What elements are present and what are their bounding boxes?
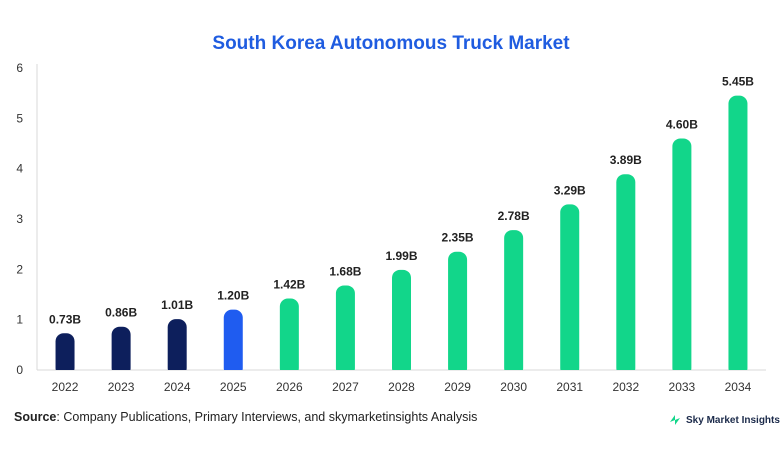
bar-series (55, 95, 748, 370)
brand-logo: Sky Market Insights (668, 413, 780, 427)
x-tick-label: 2023 (108, 380, 135, 394)
data-labels: 0.73B 0.86B 1.01B 1.20B 1.42B 1.68B 1.99B 2.35B… (49, 75, 754, 327)
bar-2025 (223, 309, 243, 370)
bar-2033 (672, 138, 692, 370)
source-label: Source (14, 410, 57, 424)
x-tick-label: 2031 (556, 380, 583, 394)
x-tick-label: 2025 (220, 380, 247, 394)
x-tick-label: 2026 (276, 380, 303, 394)
data-label-2031: 3.29B (554, 183, 586, 197)
bar-2027 (335, 285, 355, 370)
data-label-2025: 1.20B (217, 289, 249, 303)
y-tick-label: 6 (16, 61, 23, 75)
data-label-2027: 1.68B (329, 264, 361, 278)
y-tick-label: 5 (16, 111, 23, 125)
data-label-2022: 0.73B (49, 312, 81, 326)
source-text: : Company Publications, Primary Intervie… (56, 410, 478, 424)
x-tick-label: 2029 (444, 380, 471, 394)
x-tick-label: 2030 (500, 380, 527, 394)
y-tick-label: 0 (16, 363, 23, 377)
data-label-2032: 3.89B (610, 153, 642, 167)
bar-2032 (616, 174, 636, 370)
y-tick-label: 1 (16, 313, 23, 327)
brand-logo-icon (670, 415, 680, 425)
bar-2030 (504, 230, 524, 370)
x-tick-label: 2028 (388, 380, 415, 394)
data-label-2026: 1.42B (273, 278, 305, 292)
x-tick-label: 2033 (669, 380, 696, 394)
bar-2029 (448, 251, 468, 370)
x-axis-ticks: 2022 2023 2024 2025 2026 2027 2028 2029 2030 2031… (52, 380, 752, 394)
bar-2023 (111, 326, 131, 370)
x-tick-label: 2027 (332, 380, 359, 394)
y-tick-label: 3 (16, 212, 23, 226)
bar-2034 (728, 95, 748, 370)
data-label-2030: 2.78B (498, 209, 530, 223)
data-label-2029: 2.35B (442, 231, 474, 245)
chart-title: South Korea Autonomous Truck Market (212, 33, 570, 54)
bar-2028 (392, 269, 411, 370)
bar-2022 (55, 333, 75, 370)
brand-name: Sky Market Insights (686, 414, 780, 426)
x-tick-label: 2034 (725, 380, 752, 394)
x-tick-label: 2024 (164, 380, 191, 394)
data-label-2023: 0.86B (105, 306, 137, 320)
y-tick-label: 2 (16, 262, 23, 276)
bar-2031 (560, 204, 580, 370)
data-label-2028: 1.99B (385, 249, 417, 263)
data-label-2034: 5.45B (722, 75, 754, 89)
bar-2024 (167, 319, 187, 370)
y-axis-ticks: 0 1 2 3 4 5 6 (16, 61, 23, 377)
source-note: Source: Company Publications, Primary In… (14, 410, 477, 424)
bar-2026 (279, 298, 299, 370)
data-label-2024: 1.01B (161, 298, 193, 312)
x-tick-label: 2032 (612, 380, 639, 394)
data-label-2033: 4.60B (666, 117, 698, 131)
x-tick-label: 2022 (52, 380, 79, 394)
y-tick-label: 4 (16, 162, 23, 176)
